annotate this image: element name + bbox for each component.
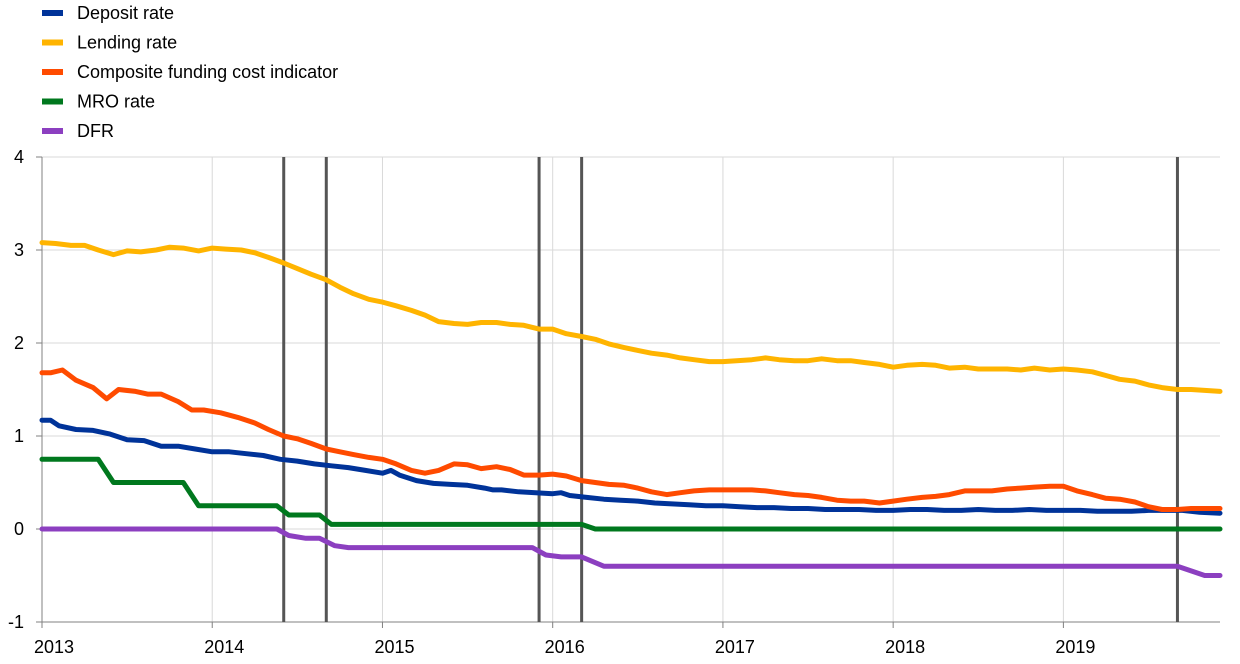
legend: Deposit rate Lending rate Composite fundin…	[42, 3, 338, 141]
y-tick-label: 0	[14, 519, 24, 539]
y-tick-label: 3	[14, 240, 24, 260]
x-tick-label: 2013	[34, 637, 74, 657]
policy-markers	[282, 157, 1179, 622]
y-tick-label: -1	[8, 612, 24, 632]
legend-label-dfr: DFR	[77, 121, 114, 141]
x-tick-label: 2014	[204, 637, 244, 657]
series-line-lending-rate	[39, 240, 1223, 394]
legend-label-composite-funding-cost-indicator: Composite funding cost indicator	[77, 62, 338, 82]
series-line-dfr	[39, 526, 1223, 578]
x-tick-label: 2016	[545, 637, 585, 657]
series-line-mro-rate	[39, 456, 1223, 532]
y-tick-label: 2	[14, 333, 24, 353]
gridlines	[41, 156, 1220, 623]
x-tick-label: 2018	[885, 637, 925, 657]
series-lines	[39, 240, 1223, 578]
series-line-composite-funding-cost-indicator	[39, 367, 1223, 512]
axes	[36, 156, 1220, 628]
x-tick-labels: 2013 2014 2015 2016 2017 2018 2019	[34, 637, 1095, 657]
legend-label-lending-rate: Lending rate	[77, 33, 177, 53]
x-tick-label: 2015	[374, 637, 414, 657]
series-line-deposit-rate	[39, 417, 1223, 516]
legend-label-mro-rate: MRO rate	[77, 92, 155, 112]
x-tick-label: 2019	[1055, 637, 1095, 657]
legend-label-deposit-rate: Deposit rate	[77, 3, 174, 23]
y-tick-label: 4	[14, 147, 24, 167]
y-tick-label: 1	[14, 426, 24, 446]
x-tick-label: 2017	[715, 637, 755, 657]
y-tick-labels: -1 0 1 2 3 4	[8, 147, 24, 632]
